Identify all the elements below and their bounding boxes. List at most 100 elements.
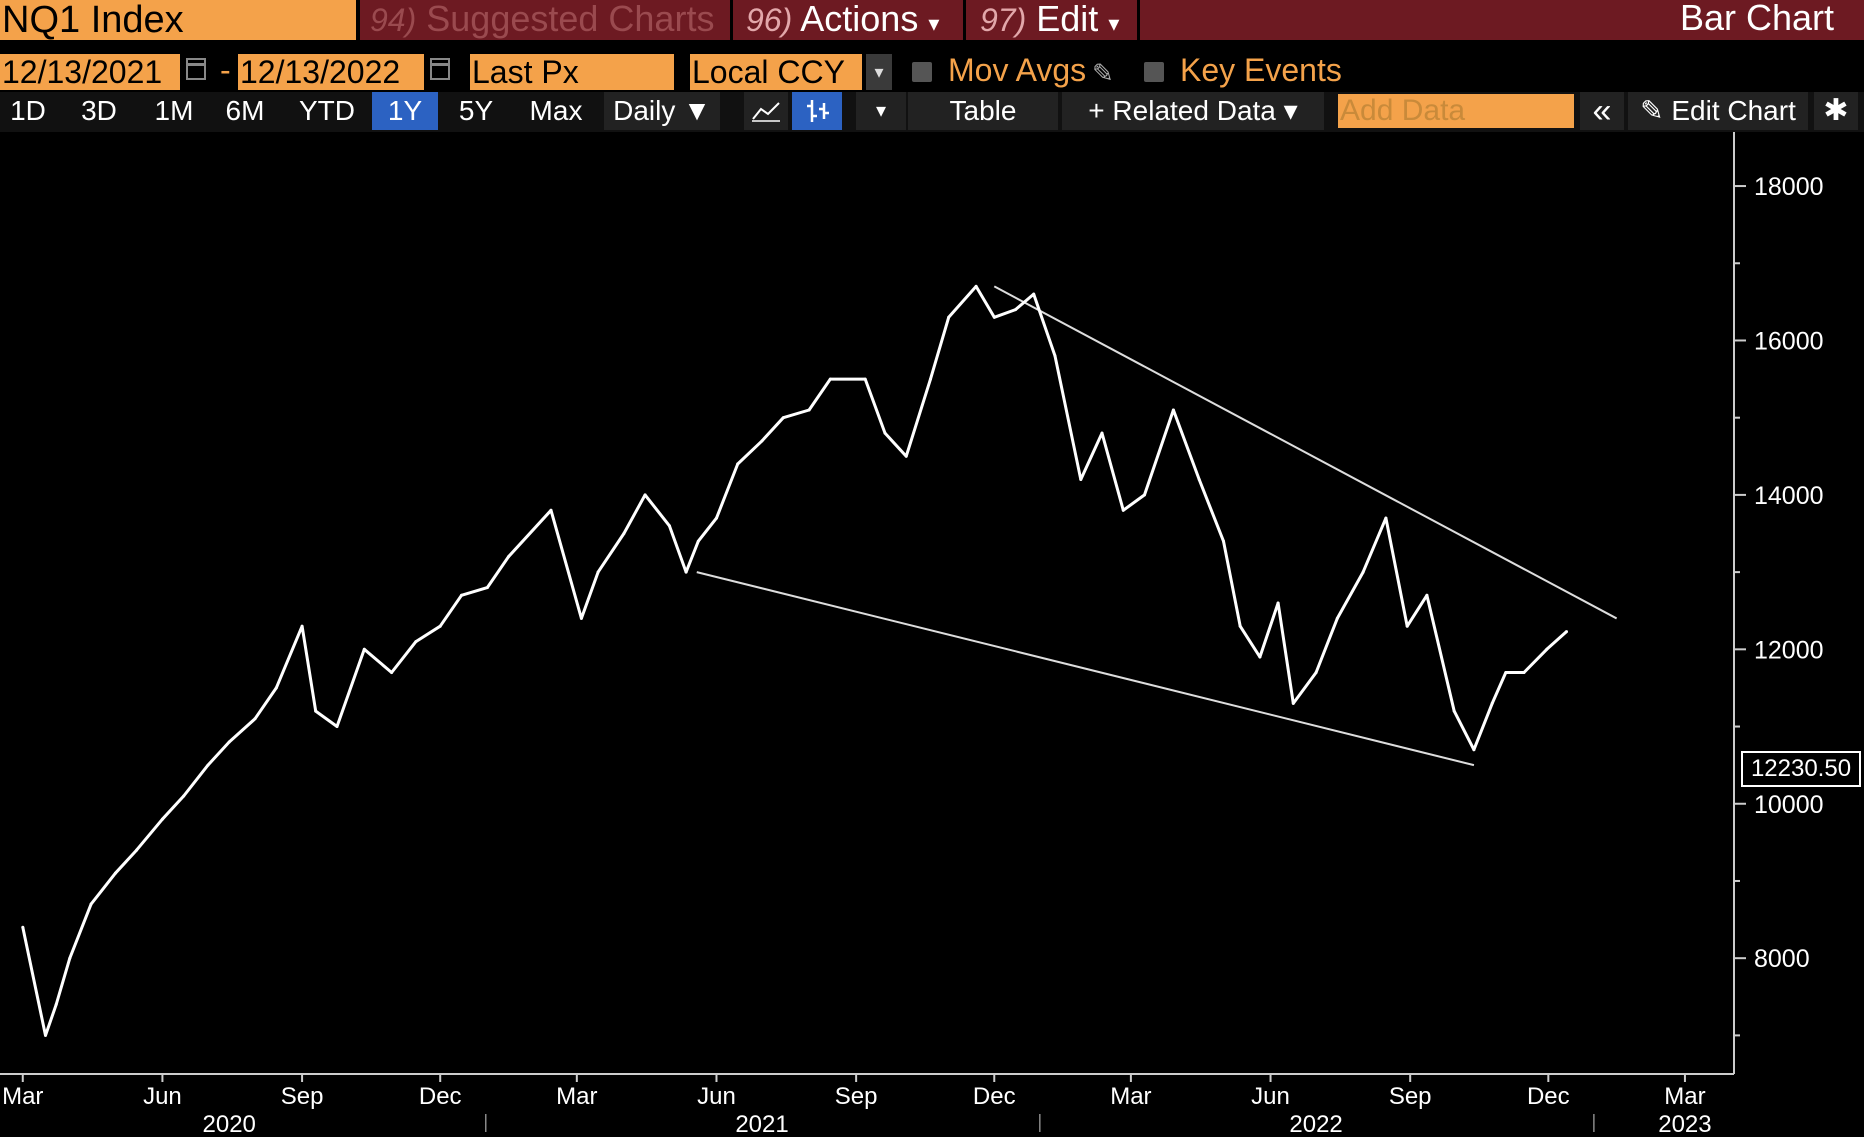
x-tick-label: Mar [1664,1083,1705,1110]
price-point [253,717,257,721]
date-separator: - [220,52,231,88]
x-tick-label: Mar [556,1083,597,1110]
price-point [1100,431,1104,435]
price-point [1452,709,1456,713]
line-chart-icon[interactable] [744,92,788,130]
menu-divider [1137,0,1140,40]
calendar-icon[interactable] [186,58,206,80]
axes [0,132,1746,1132]
price-series-line [21,284,1568,1037]
price-point [1079,478,1083,481]
start-date-field[interactable]: 12/13/2021 [0,54,180,90]
period-3d[interactable]: 3D [62,92,136,130]
x-tick-label: Mar [2,1083,43,1110]
price-point [1238,624,1242,628]
y-tick-label: 14000 [1754,482,1824,510]
frequency-select[interactable]: Daily ▼ [604,92,720,130]
menu-number: 94) [370,2,417,38]
price-point [622,532,626,535]
price-point [1405,624,1409,628]
price-point [89,902,93,906]
mov-avgs-label: Mov Avgs [948,52,1087,88]
price-point [1014,308,1017,312]
menu-suggested-charts[interactable]: 94) Suggested Charts [370,0,714,40]
collapse-icon[interactable]: « [1580,92,1624,130]
price-point [274,686,278,690]
price-point [206,763,210,767]
price-point [21,925,25,929]
price-point [883,431,887,435]
last-price-label: 12230.50 [1741,751,1861,787]
toolbar: 1D 3D 1M 6M YTD 1Y 5Y Max Daily ▼ ▾ Tabl… [0,92,1864,132]
chevron-down-icon: ▾ [928,11,940,36]
period-1d[interactable]: 1D [0,92,56,130]
price-point [54,1003,58,1006]
menu-actions[interactable]: 96) Actions ▾ [746,0,939,40]
period-1y[interactable]: 1Y [372,92,438,130]
price-point [1565,630,1568,634]
price-point [1143,493,1146,497]
price-point [1222,539,1225,543]
chart-type-title: Bar Chart [1679,0,1834,38]
price-point [1425,593,1429,597]
price-point [549,508,553,512]
x-tick-label: Mar [1110,1083,1151,1110]
calendar-icon[interactable] [430,58,450,80]
price-point [947,315,951,319]
add-data-input[interactable]: Add Data [1338,94,1574,128]
ticker-field[interactable]: NQ1 Index [0,0,356,40]
x-tick-label: Dec [419,1083,462,1110]
period-5y[interactable]: 5Y [444,92,508,130]
menu-edit[interactable]: 97) Edit ▾ [980,0,1119,40]
price-point [335,725,339,728]
axis-labels: 8000 10000 12000 14000 16000 18000 Mar Jun Sep De… [2,173,1824,1137]
menu-label: Edit [1036,0,1099,39]
x-year-label: 2023 [1658,1111,1711,1132]
price-point [760,439,764,443]
gear-icon[interactable]: ✱ [1814,92,1858,130]
period-1m[interactable]: 1M [140,92,208,130]
key-events-checkbox[interactable] [1144,62,1164,82]
chart-style-dropdown[interactable]: ▾ [856,92,906,130]
bar-chart-icon[interactable] [792,92,842,130]
x-tick-label: Sep [1389,1083,1432,1110]
period-6m[interactable]: 6M [214,92,276,130]
price-point [1121,508,1125,512]
edit-chart-button[interactable]: ✎ Edit Chart [1628,92,1808,130]
price-point [1522,671,1526,674]
y-tick-label: 16000 [1754,327,1824,355]
price-point [1490,701,1494,705]
price-field-select[interactable]: Last Px [470,54,674,90]
price-point [1335,616,1339,620]
trendline [696,571,1475,767]
price-point [1258,655,1262,659]
chevron-down-icon[interactable]: ▾ [866,54,892,90]
related-data-button[interactable]: + Related Data ▾ [1062,92,1324,130]
trendline [993,285,1618,620]
x-tick-label: Jun [697,1083,736,1110]
price-point [438,624,442,628]
price-point [390,671,394,674]
price-point [667,524,671,528]
price-point [414,640,418,644]
header-bar: NQ1 Index 94) Suggested Charts 96) Actio… [0,0,1864,44]
price-point [596,570,600,574]
x-tick-label: Dec [973,1083,1016,1110]
price-chart[interactable]: 8000 10000 12000 14000 16000 18000 Mar Jun Sep De… [0,132,1864,1137]
price-point [362,647,366,651]
price-point [807,408,811,412]
price-point [68,956,72,960]
period-ytd[interactable]: YTD [282,92,372,130]
x-tick-label: Sep [835,1083,878,1110]
menu-number: 97) [980,2,1027,38]
period-max[interactable]: Max [514,92,598,130]
table-button[interactable]: Table [908,92,1058,130]
menu-number: 96) [746,2,793,38]
mov-avgs-checkbox[interactable] [912,62,932,82]
price-point [579,616,583,620]
end-date-field[interactable]: 12/13/2022 [238,54,424,90]
options-bar: 12/13/2021 - 12/13/2022 Last Px Local CC… [0,50,1864,92]
x-tick-label: Jun [143,1083,182,1110]
currency-select[interactable]: Local CCY [690,54,862,90]
pencil-icon[interactable]: ✎ [1092,58,1114,88]
